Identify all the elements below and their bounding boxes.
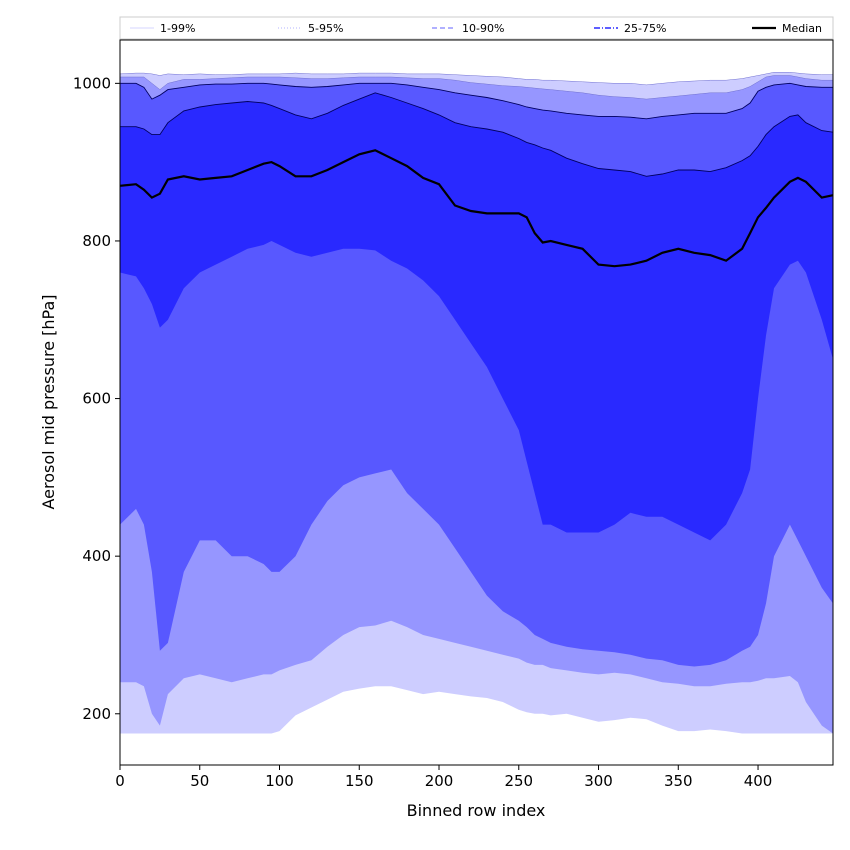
legend-label: 1-99% [160, 22, 195, 35]
y-tick-label: 200 [82, 705, 111, 723]
x-tick-label: 100 [265, 772, 294, 790]
y-tick-label: 400 [82, 547, 111, 565]
y-axis-label: Aerosol mid pressure [hPa] [39, 294, 58, 509]
x-tick-label: 50 [190, 772, 209, 790]
legend-label: 25-75% [624, 22, 666, 35]
band-edge-1-99pct [119, 72, 833, 86]
x-tick-label: 350 [664, 772, 693, 790]
band-edge-10-90pct [120, 82, 833, 120]
legend-label: Median [782, 22, 822, 35]
x-tick-label: 0 [115, 772, 125, 790]
x-axis-label: Binned row index [407, 801, 546, 820]
legend-box [119, 16, 834, 40]
y-axis: 200 400 600 800 1000 [73, 74, 120, 723]
median-line [119, 149, 834, 268]
y-tick-label: 600 [82, 390, 111, 408]
x-tick-label: 200 [425, 772, 454, 790]
x-tick-label: 250 [504, 772, 533, 790]
legend-label: 10-90% [462, 22, 504, 35]
x-tick-label: 150 [345, 772, 374, 790]
band-edge-5-95pct [120, 75, 833, 100]
x-tick-label: 300 [584, 772, 613, 790]
y-tick-label: 1000 [73, 74, 111, 92]
band-edge-25-75pct [120, 92, 834, 177]
plot-frame [119, 39, 834, 766]
band-25-75pct [120, 92, 833, 541]
x-tick-label: 400 [744, 772, 773, 790]
legend: 1-99% 5-95% 10-90% 25-75% Median [119, 16, 834, 40]
median-layer [119, 149, 834, 268]
x-axis: 0 50 100 150 200 250 300 350 400 [115, 765, 772, 790]
legend-label: 5-95% [308, 22, 343, 35]
y-tick-label: 800 [82, 232, 111, 250]
percentile-bands [119, 72, 834, 734]
